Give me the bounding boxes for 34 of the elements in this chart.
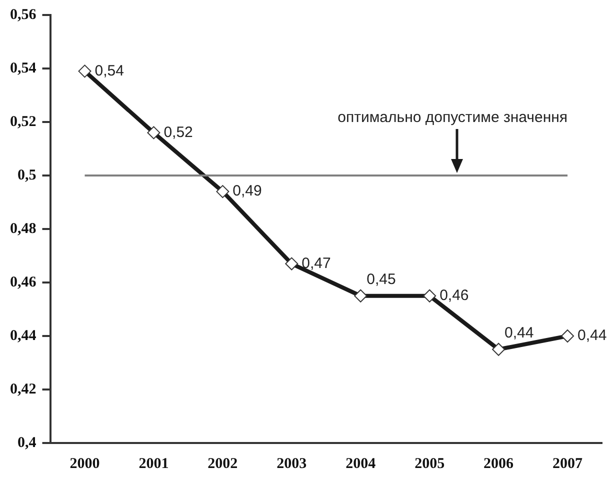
point xyxy=(78,64,92,78)
point xyxy=(423,289,436,302)
x-tick-label: 2001 xyxy=(138,456,169,472)
y-tick-label: 0,54 xyxy=(10,60,37,76)
x-tick-label: 2003 xyxy=(276,456,307,472)
point xyxy=(216,185,230,198)
point xyxy=(354,289,368,302)
point xyxy=(492,342,506,356)
data-label: 0,54 xyxy=(94,62,124,80)
x-tick-label: 2002 xyxy=(208,456,238,472)
data-label: 0,49 xyxy=(232,182,262,200)
data-label: 0,44 xyxy=(504,324,534,342)
x-tick-label: 2000 xyxy=(70,456,100,472)
y-tick-label: 0,44 xyxy=(10,328,37,344)
point xyxy=(561,330,574,342)
y-tick-label: 0,42 xyxy=(10,381,36,398)
annotation: оптимально допустиме значення xyxy=(338,109,568,126)
y-tick-label: 0,56 xyxy=(10,6,37,23)
data-label: 0,45 xyxy=(366,271,396,288)
x-tick-label: 2005 xyxy=(414,456,445,472)
x-tick-label: 2007 xyxy=(552,456,584,472)
data-label: 0,46 xyxy=(440,287,469,304)
y-tick-label: 0,4 xyxy=(18,434,37,451)
y-tick-label: 0,46 xyxy=(10,274,37,290)
x-tick-label: 2004 xyxy=(346,456,376,472)
data-label: 0,47 xyxy=(302,254,331,272)
point xyxy=(147,126,160,140)
y-tick-label: 0,48 xyxy=(10,220,36,237)
y-tick-label: 0,52 xyxy=(10,114,36,130)
data-label: 0,52 xyxy=(164,124,193,141)
x-tick-label: 2006 xyxy=(484,456,514,472)
point xyxy=(285,257,298,270)
data-label: 0,44 xyxy=(578,327,607,344)
y-tick-label: 0,5 xyxy=(18,167,36,184)
